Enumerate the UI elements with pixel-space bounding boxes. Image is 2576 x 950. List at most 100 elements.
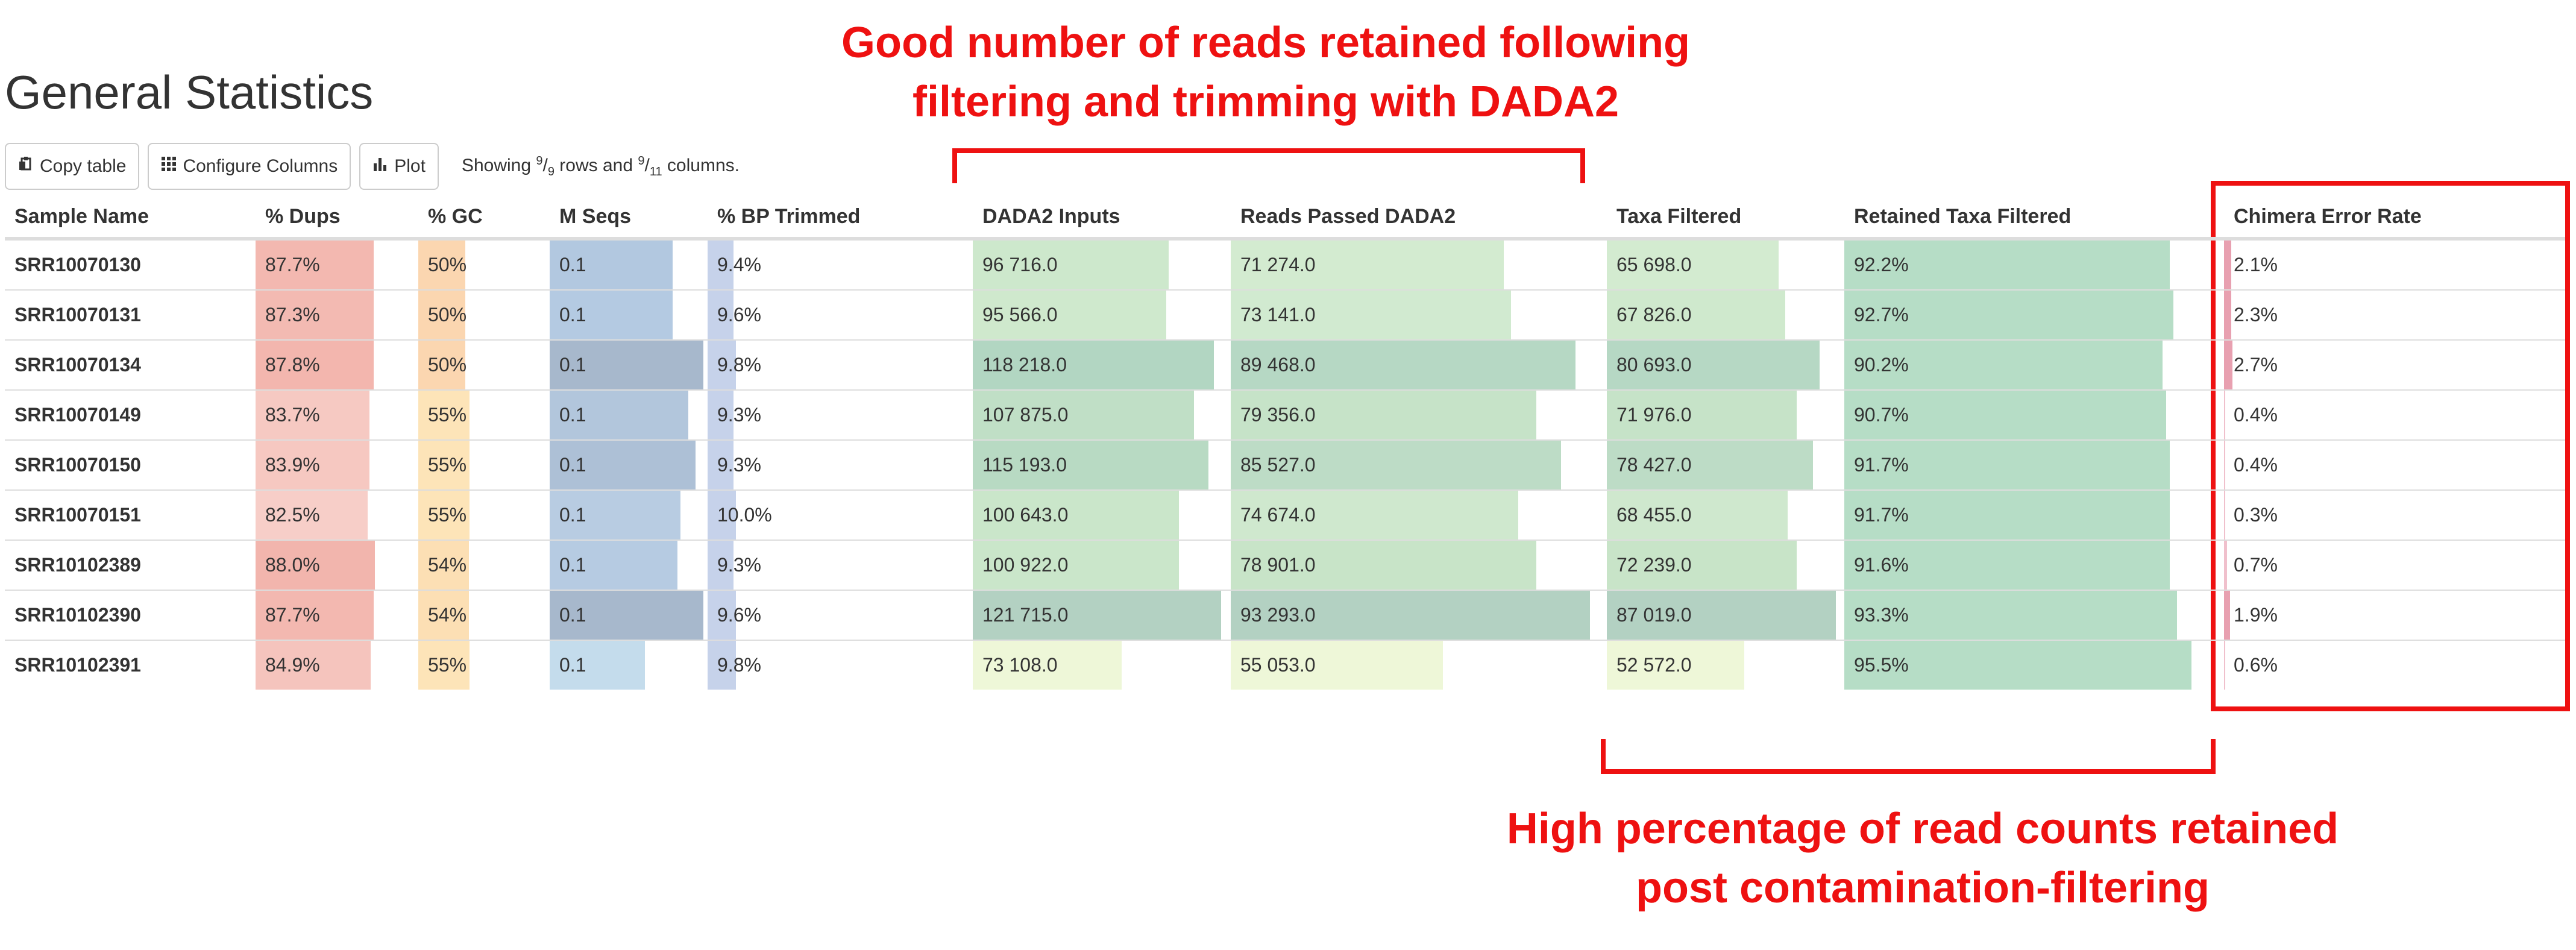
taxa-value: 72 239.0	[1616, 554, 1692, 576]
bar-chart-icon	[372, 156, 388, 177]
passed-cell: 73 141.0	[1231, 289, 1607, 340]
gc-cell: 55%	[418, 389, 550, 440]
mseqs-value: 0.1	[559, 254, 586, 275]
chimera-cell: 0.6%	[2224, 640, 2565, 690]
dups-value: 87.7%	[265, 604, 320, 626]
gc-bar	[418, 291, 465, 339]
mseqs-value: 0.1	[559, 604, 586, 626]
retained-bar	[1844, 291, 2173, 339]
plot-button[interactable]: Plot	[359, 143, 439, 190]
table-row: SRR10102390 87.7% 54% 0.1 9.6% 121 715.0 93 29…	[5, 590, 2565, 640]
copy-table-button[interactable]: Copy table	[5, 143, 140, 190]
chimera-bar	[2224, 491, 2225, 539]
mseqs-value: 0.1	[559, 654, 586, 676]
gc-bar	[418, 641, 470, 690]
clipboard-icon	[18, 156, 34, 177]
inputs-bar	[973, 541, 1179, 590]
gc-cell: 55%	[418, 640, 550, 690]
mseqs-cell: 0.1	[550, 389, 708, 440]
chimera-bar	[2224, 641, 2225, 690]
taxa-bar	[1607, 441, 1813, 489]
col-reads-passed-header[interactable]: Reads Passed DADA2	[1231, 196, 1607, 241]
col-dada2-inputs-header[interactable]: DADA2 Inputs	[973, 196, 1231, 241]
col-bp-trimmed-header[interactable]: % BP Trimmed	[708, 196, 973, 241]
mseqs-cell: 0.1	[550, 489, 708, 540]
bracket-top-right-tick	[1580, 148, 1585, 183]
col-chimera-rate-header[interactable]: Chimera Error Rate	[2224, 196, 2565, 241]
inputs-bar	[973, 241, 1169, 289]
col-sample-name-header[interactable]: Sample Name	[5, 196, 256, 241]
chimera-value: 0.7%	[2234, 554, 2278, 576]
gc-bar	[418, 491, 470, 539]
gc-cell: 54%	[418, 590, 550, 640]
taxa-bar	[1607, 341, 1820, 389]
chimera-bar	[2224, 591, 2230, 640]
inputs-bar	[973, 391, 1194, 439]
inputs-bar	[973, 641, 1122, 690]
col-dups-header[interactable]: % Dups	[256, 196, 418, 241]
chimera-cell: 0.4%	[2224, 439, 2565, 490]
bracket-bottom-horizontal	[1601, 769, 2216, 774]
retained-bar	[1844, 341, 2163, 389]
passed-bar	[1231, 391, 1536, 439]
dups-cell: 87.7%	[256, 590, 418, 640]
table-row: SRR10070131 87.3% 50% 0.1 9.6% 95 566.0 73 141…	[5, 289, 2565, 340]
inputs-cell: 121 715.0	[973, 590, 1231, 640]
bracket-top-left-tick	[952, 148, 957, 183]
bp-bar	[708, 541, 734, 590]
gc-value: 50%	[428, 304, 467, 326]
dups-cell: 88.0%	[256, 539, 418, 590]
bp-value: 9.8%	[717, 354, 761, 376]
taxa-value: 71 976.0	[1616, 404, 1692, 426]
taxa-bar	[1607, 291, 1785, 339]
mseqs-bar	[550, 341, 703, 389]
taxa-value: 80 693.0	[1616, 354, 1692, 376]
chimera-value: 0.3%	[2234, 504, 2278, 526]
bp-bar	[708, 241, 734, 289]
chimera-bar	[2224, 541, 2227, 590]
chimera-bar	[2224, 291, 2231, 339]
col-mseqs-header[interactable]: M Seqs	[550, 196, 708, 241]
retained-cell: 92.2%	[1844, 238, 2224, 290]
bp-cell: 9.3%	[708, 539, 973, 590]
table-row: SRR10102389 88.0% 54% 0.1 9.3% 100 922.0 78 90…	[5, 539, 2565, 590]
bp-cell: 9.6%	[708, 590, 973, 640]
grid-icon	[161, 156, 177, 177]
passed-cell: 74 674.0	[1231, 489, 1607, 540]
gc-value: 54%	[428, 604, 467, 626]
retained-value: 90.7%	[1854, 404, 1909, 426]
passed-cell: 71 274.0	[1231, 238, 1607, 290]
mseqs-value: 0.1	[559, 304, 586, 326]
passed-value: 73 141.0	[1240, 304, 1316, 326]
inputs-value: 121 715.0	[982, 604, 1069, 626]
chimera-cell: 2.3%	[2224, 289, 2565, 340]
configure-columns-button[interactable]: Configure Columns	[148, 143, 351, 190]
retained-bar	[1844, 241, 2170, 289]
general-stats-table: Sample Name% Dups% GC M Seqs% BP Trimmed D…	[5, 196, 2565, 690]
sample-name-cell: SRR10070134	[5, 339, 256, 390]
dups-bar	[256, 541, 375, 590]
col-retained-taxa-header[interactable]: Retained Taxa Filtered	[1844, 196, 2224, 241]
chimera-cell: 0.3%	[2224, 489, 2565, 540]
mseqs-cell: 0.1	[550, 640, 708, 690]
inputs-cell: 96 716.0	[973, 238, 1231, 290]
col-gc-header[interactable]: % GC	[418, 196, 550, 241]
taxa-bar	[1607, 241, 1779, 289]
bp-cell: 10.0%	[708, 489, 973, 540]
chimera-cell: 0.7%	[2224, 539, 2565, 590]
table-row: SRR10070151 82.5% 55% 0.1 10.0% 100 643.0 74 6…	[5, 489, 2565, 540]
inputs-bar	[973, 441, 1208, 489]
dups-bar	[256, 441, 369, 489]
dups-bar	[256, 591, 374, 640]
passed-value: 85 527.0	[1240, 454, 1316, 476]
col-taxa-filtered-header[interactable]: Taxa Filtered	[1607, 196, 1844, 241]
taxa-cell: 67 826.0	[1607, 289, 1844, 340]
chimera-value: 2.1%	[2234, 254, 2278, 275]
taxa-value: 87 019.0	[1616, 604, 1692, 626]
dups-value: 87.8%	[265, 354, 320, 376]
retained-bar	[1844, 541, 2170, 590]
dups-bar	[256, 341, 374, 389]
bp-cell: 9.3%	[708, 389, 973, 440]
taxa-value: 78 427.0	[1616, 454, 1692, 476]
inputs-value: 73 108.0	[982, 654, 1058, 676]
